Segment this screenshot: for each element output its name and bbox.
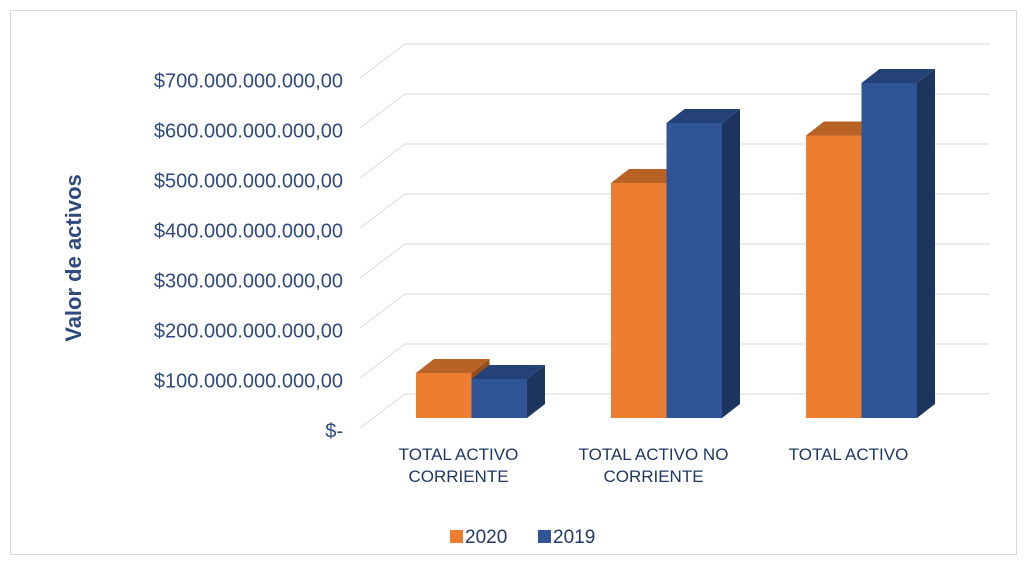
grid-line [359,143,990,179]
x-tick-label: TOTAL ACTIVO NO CORRIENTE [578,445,729,486]
legend-label: 2020 [465,527,507,548]
y-tick-label: $300.000.000.000,00 [154,270,343,292]
y-tick-label: $400.000.000.000,00 [154,220,343,242]
x-tick-label: TOTAL ACTIVO [788,445,909,464]
y-tick-label: $100.000.000.000,00 [154,370,343,392]
legend-swatch [538,530,551,543]
grid-line [359,43,990,79]
chart-border [10,10,1017,555]
grid-line [359,393,990,429]
bar [806,135,862,418]
bar-side [527,365,545,418]
bar-side [722,109,740,418]
bar [416,373,472,418]
bar [471,379,527,418]
grid-line [359,293,990,329]
bar-side [917,69,935,418]
grid-line [359,193,990,229]
legend-label: 2019 [553,527,595,548]
x-tick-label: TOTAL ACTIVO CORRIENTE [398,445,519,486]
bar-top [416,359,490,373]
y-tick-label: $700.000.000.000,00 [154,70,343,92]
bar [666,123,722,418]
bar-top [806,121,880,136]
bar-top [861,69,935,83]
bar [861,83,917,418]
bar [611,183,667,418]
grid-line [359,93,990,129]
grid-line [359,343,990,379]
y-tick-label: $- [325,420,343,442]
legend-swatch [450,530,463,543]
y-axis-title: Valor de activos [61,174,86,342]
bar-top [471,365,545,379]
y-tick-label: $600.000.000.000,00 [154,120,343,142]
bar-top [666,109,740,123]
bar-top [611,169,685,183]
y-tick-label: $500.000.000.000,00 [154,170,343,192]
grid-line [359,243,990,279]
y-tick-label: $200.000.000.000,00 [154,320,343,342]
